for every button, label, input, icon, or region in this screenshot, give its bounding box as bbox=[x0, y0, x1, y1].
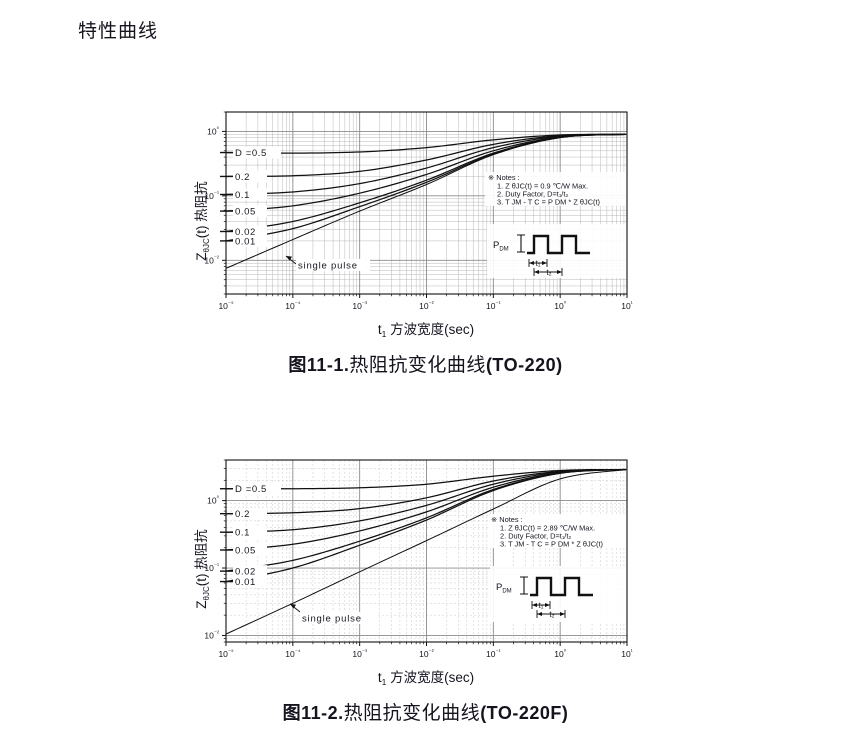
y-tick-label: 10⁻² bbox=[204, 630, 219, 640]
curve-d-0-1 bbox=[226, 468, 627, 533]
y-axis-label-text: 热阻抗 bbox=[194, 181, 209, 226]
curve-label-d-0.5: D =0.5 bbox=[235, 484, 267, 495]
x-tick-label: 10⁰ bbox=[554, 301, 566, 312]
caption-prefix-2: 图11-2. bbox=[282, 703, 344, 723]
caption-suffix-1: (TO-220) bbox=[485, 355, 563, 375]
svg-text:ZθJC(t) 热阻抗: ZθJC(t) 热阻抗 bbox=[194, 181, 211, 261]
y-tick-label: 10⁰ bbox=[207, 495, 219, 506]
x-tick-label: 10⁻¹ bbox=[486, 649, 501, 659]
single-pulse-annotation-2: single pulse bbox=[289, 603, 378, 625]
thermal-impedance-chart-1: ZθJC(t) 热阻抗 D =0.5 0.2 0.1 0.05 0.020.01 bbox=[194, 111, 633, 339]
curve-label-0.02: 0.02 bbox=[235, 567, 256, 578]
y-axis-label-sub-2: θJC bbox=[202, 586, 211, 600]
curve-d-0-5 bbox=[226, 468, 627, 490]
curve-single-pulse bbox=[226, 469, 627, 635]
notes-header-1: ※ Notes : bbox=[488, 173, 520, 182]
figure-thermal-impedance-to220f: ZθJC(t) 热阻抗 D =0.5 0.2 0.1 0.05 0.02 0.01 sin… bbox=[0, 444, 851, 725]
pulse-pdm-label-1: PDM bbox=[493, 240, 509, 253]
thermal-impedance-chart-2: ZθJC(t) 热阻抗 D =0.5 0.2 0.1 0.05 0.020.01 sin… bbox=[194, 459, 636, 687]
y-tick-label: 10⁻² bbox=[204, 255, 219, 265]
curve-group-1 bbox=[226, 133, 627, 269]
x-tick-label: 10¹ bbox=[621, 649, 632, 659]
y-axis-label-sub: θJC bbox=[202, 238, 211, 252]
x-tick-label: 10¹ bbox=[621, 301, 632, 311]
curve-label-0.1: 0.1 bbox=[235, 528, 250, 539]
notes-line-1-1: 1. Z θJC(t) = 0.9 ℃/W Max. bbox=[497, 182, 588, 191]
curve-label-0.2: 0.2 bbox=[235, 172, 250, 183]
curve-label-0.05: 0.05 bbox=[235, 207, 256, 218]
x-tick-label: 10⁻⁴ bbox=[285, 301, 301, 312]
x-tick-label: 10⁰ bbox=[554, 649, 566, 660]
caption-text-1: 热阻抗变化曲线 bbox=[349, 355, 486, 376]
chart-area-2: ZθJC(t) 热阻抗 D =0.5 0.2 0.1 0.05 0.02 0.01 sin… bbox=[0, 444, 851, 694]
y-tick-label: 10⁻¹ bbox=[204, 563, 219, 573]
x-axis-label-1: t1 方波宽度(sec) bbox=[378, 321, 474, 339]
caption-suffix-2: (TO-220F) bbox=[480, 703, 569, 723]
x-tick-label: 10⁻¹ bbox=[486, 301, 501, 311]
pulse-t2-label-2: t₂ bbox=[549, 610, 554, 619]
axis-ticks-2: 10⁻⁵ 10⁻⁴ 10⁻³ 10⁻² 10⁻¹ 10⁰ 10¹ 10⁰ 10⁻¹ 10⁻² bbox=[204, 459, 633, 660]
x-tick-label: 10⁻⁴ bbox=[285, 649, 301, 660]
curve-label-d-0.5: D =0.5 bbox=[235, 148, 267, 159]
notes-line-2-3: 3. T JM - T C = P DM * Z θJC(t) bbox=[500, 540, 603, 549]
y-tick-label: 10⁰ bbox=[207, 126, 219, 137]
x-tick-label: 10⁻³ bbox=[352, 301, 367, 311]
curve-labels-1: D =0.5 0.2 0.1 0.05 0.020.01 bbox=[220, 146, 281, 247]
notes-line-1-2: 2. Duty Factor, D=t₁/t₂ bbox=[497, 190, 568, 199]
curve-d-0-5 bbox=[226, 133, 627, 154]
pulse-waveform-diagram-1: PDM t₁ t₂ bbox=[487, 224, 627, 278]
pulse-t2-label-1: t₂ bbox=[546, 268, 551, 277]
figure-thermal-impedance-to220: ZθJC(t) 热阻抗 D =0.5 0.2 0.1 0.05 0.02 0.01 bbox=[0, 96, 851, 377]
curve-label-0.01: 0.01 bbox=[235, 577, 256, 588]
y-axis-label-paren-2: (t) bbox=[194, 574, 209, 587]
x-tick-label: 10⁻² bbox=[419, 649, 434, 659]
curve-labels-2: D =0.5 0.2 0.1 0.05 0.020.01 bbox=[220, 482, 281, 588]
svg-text:ZθJC(t) 热阻抗: ZθJC(t) 热阻抗 bbox=[194, 529, 211, 609]
notes-line-2-2: 2. Duty Factor, D=t₁/t₂ bbox=[500, 532, 571, 541]
page-title: 特性曲线 bbox=[78, 21, 159, 42]
notes-line-1-3: 3. T JM - T C = P DM * Z θJC(t) bbox=[497, 198, 600, 207]
axis-ticks-1: 10⁻⁵ 10⁻⁴ 10⁻³ 10⁻² 10⁻¹ 10⁰ 10¹ 10⁰ 10⁻¹ 10⁻² bbox=[204, 111, 633, 312]
single-pulse-label-2: single pulse bbox=[302, 614, 362, 625]
curve-label-0.2: 0.2 bbox=[235, 509, 250, 520]
y-axis-label-2: ZθJC(t) 热阻抗 bbox=[194, 529, 211, 609]
caption-text-2: 热阻抗变化曲线 bbox=[343, 703, 481, 724]
notes-line-2-1: 1. Z θJC(t) = 2.89 ℃/W Max. bbox=[500, 524, 595, 533]
pulse-waveform-diagram-2: PDM t₁ t₂ bbox=[490, 566, 630, 622]
curve-label-0.1: 0.1 bbox=[235, 190, 250, 201]
notes-header-2: ※ Notes : bbox=[491, 515, 523, 524]
pulse-pdm-label-2: PDM bbox=[496, 582, 512, 595]
curve-d-0-01 bbox=[226, 468, 627, 583]
y-axis-label-1: ZθJC(t) 热阻抗 bbox=[194, 181, 211, 261]
curve-label-0.05: 0.05 bbox=[235, 546, 256, 557]
chart-area-1: ZθJC(t) 热阻抗 D =0.5 0.2 0.1 0.05 0.02 0.01 bbox=[0, 96, 851, 346]
x-tick-label: 10⁻³ bbox=[352, 649, 367, 659]
curve-label-0.01: 0.01 bbox=[235, 236, 256, 247]
figure-caption-1: 图11-1.热阻抗变化曲线(TO-220) bbox=[0, 350, 851, 377]
single-pulse-annotation-1: single pulse bbox=[285, 255, 370, 272]
single-pulse-label-1: single pulse bbox=[298, 261, 358, 272]
x-tick-label: 10⁻² bbox=[419, 301, 434, 311]
curve-group-2 bbox=[226, 468, 627, 635]
x-tick-label: 10⁻⁵ bbox=[218, 649, 234, 660]
notes-block-1: ※ Notes : 1. Z θJC(t) = 0.9 ℃/W Max. 2. … bbox=[485, 172, 631, 207]
x-tick-label: 10⁻⁵ bbox=[218, 301, 234, 312]
y-axis-label-main-2: Z bbox=[194, 601, 209, 609]
pulse-t1-label-1: t₁ bbox=[536, 259, 541, 268]
curve-single-pulse bbox=[226, 133, 627, 269]
y-axis-label-text-2: 热阻抗 bbox=[194, 529, 209, 574]
caption-prefix-1: 图11-1. bbox=[288, 355, 350, 375]
y-axis-label-paren: (t) bbox=[194, 226, 209, 239]
y-tick-label: 10⁻¹ bbox=[204, 191, 219, 201]
figure-caption-2: 图11-2.热阻抗变化曲线(TO-220F) bbox=[0, 698, 851, 725]
y-axis-label-main: Z bbox=[194, 253, 209, 261]
notes-block-2: ※ Notes : 1. Z θJC(t) = 2.89 ℃/W Max. 2.… bbox=[488, 514, 636, 549]
curve-d-0-2 bbox=[226, 468, 627, 515]
pulse-t1-label-2: t₁ bbox=[539, 601, 544, 610]
curve-label-0.02: 0.02 bbox=[235, 227, 256, 238]
curve-d-0-1 bbox=[226, 133, 627, 196]
x-axis-label-2: t1 方波宽度(sec) bbox=[378, 669, 474, 687]
curve-d-0-2 bbox=[226, 133, 627, 178]
